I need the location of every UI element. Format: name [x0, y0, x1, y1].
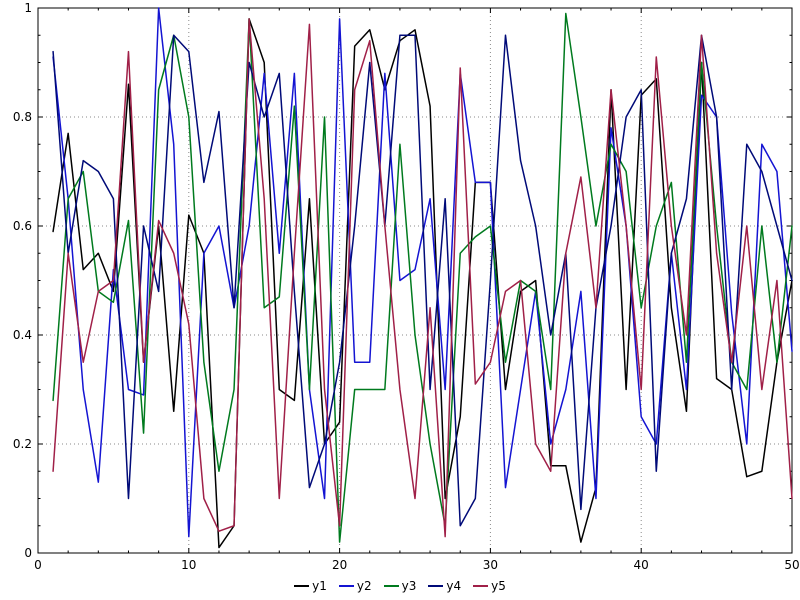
x-tick-label: 50	[784, 558, 799, 572]
x-tick-label: 0	[34, 558, 42, 572]
legend-swatch-y4	[428, 585, 444, 587]
legend-item-y2: y2	[338, 579, 372, 593]
x-tick-label: 40	[634, 558, 649, 572]
y-tick-label: 0.2	[13, 437, 32, 451]
y-tick-label: 0	[24, 546, 32, 560]
y-tick-label: 1	[24, 1, 32, 15]
legend-label-y2: y2	[356, 579, 372, 593]
x-tick-label: 10	[181, 558, 196, 572]
legend-label-y1: y1	[312, 579, 327, 593]
legend-label-y4: y4	[446, 579, 462, 593]
series-line-y4	[52, 34, 793, 527]
legend-item-y5: y5	[473, 580, 506, 592]
legend-label-y3: y3	[401, 579, 417, 593]
legend: y1 y2 y3 y4 y5	[0, 576, 800, 596]
legend-swatch-y2	[338, 585, 354, 587]
y-tick-label: 0.4	[13, 328, 32, 342]
legend-item-y3: y3	[383, 579, 417, 593]
legend-label-y5: y5	[491, 579, 506, 593]
series-line-y3	[52, 12, 793, 543]
y-tick-label: 0.8	[13, 110, 32, 124]
y-tick-label: 0.6	[13, 219, 32, 233]
x-tick-label: 30	[483, 558, 498, 572]
series-line-y2	[52, 7, 793, 538]
legend-swatch-y1	[294, 585, 310, 587]
legend-swatch-y5	[473, 585, 489, 587]
legend-item-y1: y1	[294, 580, 327, 592]
legend-swatch-y3	[383, 585, 399, 587]
series-line-y5	[52, 18, 793, 538]
x-tick-label: 20	[332, 558, 347, 572]
legend-item-y4: y4	[428, 580, 461, 592]
series-line-y1	[52, 18, 793, 549]
